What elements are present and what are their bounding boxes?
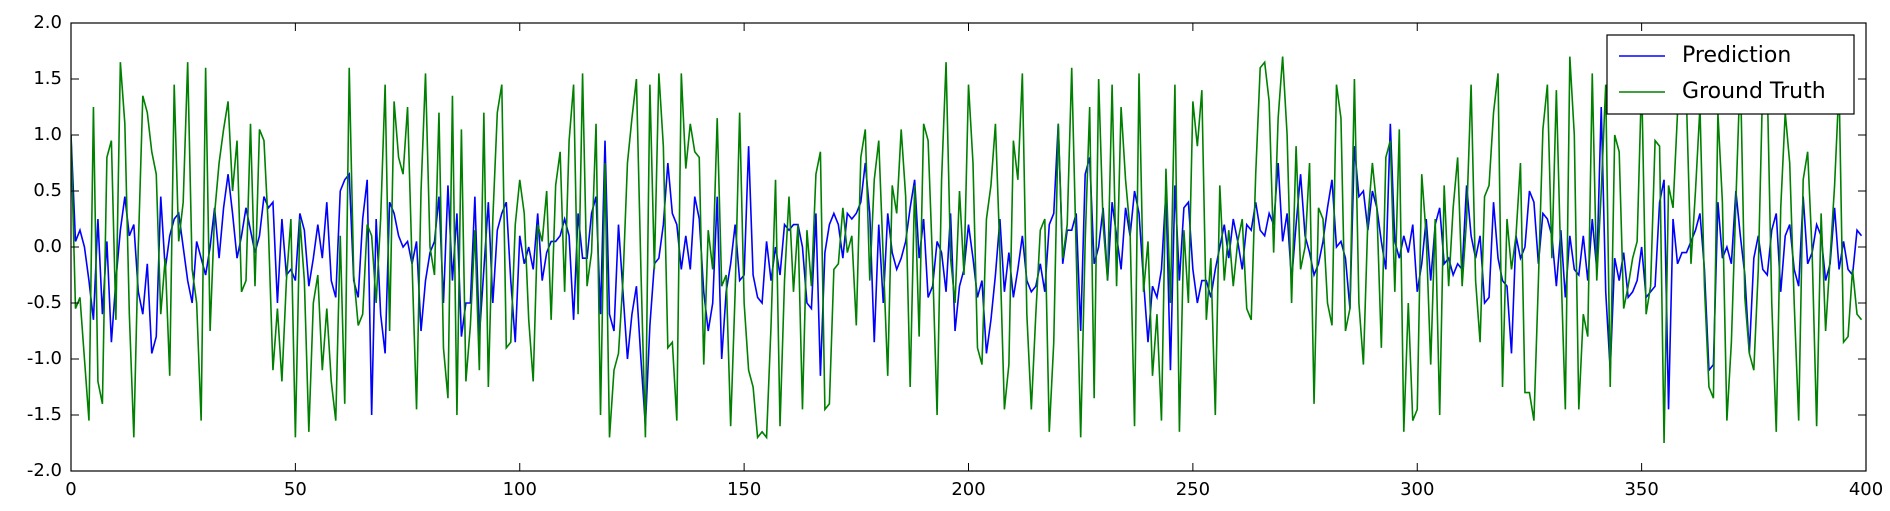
y-tick-label: -0.5 — [27, 292, 62, 313]
legend-label: Prediction — [1682, 43, 1791, 68]
y-tick-label: 0.5 — [33, 180, 62, 201]
series-line — [71, 56, 1863, 444]
legend-box — [1606, 34, 1855, 115]
y-tick-label: -1.0 — [27, 348, 62, 369]
y-tick-label: -2.0 — [27, 460, 62, 481]
x-tick-label: 300 — [1400, 479, 1434, 500]
legend-label: Ground Truth — [1682, 79, 1826, 104]
x-tick-label: 50 — [284, 479, 307, 500]
y-tick-label: 1.0 — [33, 124, 62, 145]
y-tick-label: 0.0 — [33, 236, 62, 257]
x-tick-label: 0 — [65, 479, 76, 500]
y-tick-label: 1.5 — [33, 68, 62, 89]
x-tick-label: 200 — [951, 479, 985, 500]
y-tick-label: 2.0 — [33, 12, 62, 33]
y-tick-label: -1.5 — [27, 404, 62, 425]
x-tick-label: 400 — [1849, 479, 1883, 500]
x-tick-label: 250 — [1176, 479, 1210, 500]
x-tick-label: 100 — [503, 479, 537, 500]
x-tick-label: 350 — [1624, 479, 1658, 500]
x-tick-label: 150 — [727, 479, 761, 500]
series-line — [71, 106, 1863, 427]
